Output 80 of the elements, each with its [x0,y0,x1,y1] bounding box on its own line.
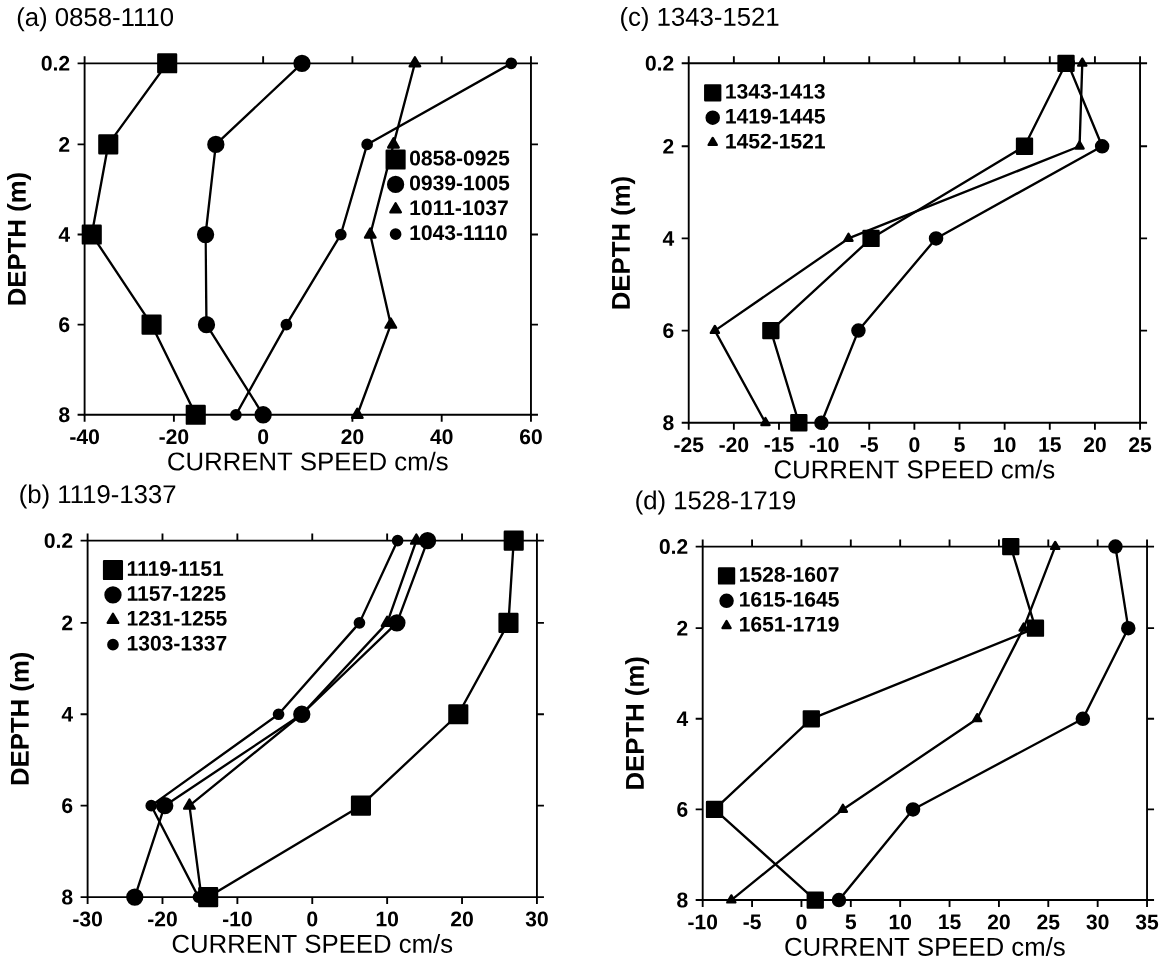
y-tick-label: 2 [677,620,688,636]
x-tick-label: -25 [674,437,704,453]
legend-label: 1343-1413 [726,83,825,99]
legend-label: 1615-1645 [740,591,839,607]
x-tick-label: -20 [159,429,189,445]
y-tick-label: 8 [663,415,674,431]
y-axis-title: DEPTH (m) [611,177,636,309]
x-axis-title: CURRENT SPEED cm/s [168,451,448,471]
y-tick-label: 2 [62,615,73,631]
x-tick-label: 10 [994,437,1016,453]
y-tick-label: 6 [677,801,688,817]
x-tick-label: 0 [307,911,318,927]
chart-title: (d) 1528-1719 [636,490,796,515]
y-tick-label: 0.2 [41,55,70,71]
legend-label: 1452-1521 [726,133,825,149]
x-tick-label: 0 [909,437,920,453]
x-tick-label: -40 [70,429,99,445]
y-tick-label: 6 [663,323,674,339]
x-tick-label: 30 [1086,914,1109,930]
x-tick-label: -20 [148,911,177,927]
x-tick-label: 60 [520,429,542,445]
x-tick-label: 15 [939,914,961,930]
legend-label: 0858-0925 [410,150,510,166]
x-tick-label: 20 [341,429,364,445]
legend-label: 1011-1037 [410,200,508,216]
y-tick-label: 6 [59,317,70,333]
x-axis-title: CURRENT SPEED cm/s [785,937,1065,956]
y-tick-label: 0.2 [659,539,688,555]
y-tick-label: 8 [62,889,73,905]
x-tick-label: -5 [860,437,879,452]
x-tick-label: -15 [764,437,794,452]
y-tick-label: 0.2 [44,533,73,549]
x-tick-label: 5 [845,914,857,930]
x-tick-label: 25 [1129,437,1152,453]
y-tick-label: 6 [62,798,73,814]
x-tick-label: 0 [258,429,269,445]
x-tick-label: 40 [430,429,453,445]
x-axis-title: CURRENT SPEED cm/s [172,934,453,953]
x-axis-title: CURRENT SPEED cm/s [774,459,1055,479]
y-tick-label: 2 [59,137,70,152]
x-tick-label: 25 [1037,914,1060,930]
x-tick-label: -10 [688,914,718,930]
y-axis-title: DEPTH (m) [625,657,650,789]
legend-label: 1651-1719 [740,616,839,632]
y-axis-title: DEPTH (m) [10,652,34,785]
x-tick-label: 20 [451,911,473,927]
x-tick-label: -10 [809,437,839,453]
x-tick-label: -5 [743,914,761,930]
y-tick-label: 0.2 [645,55,674,71]
x-tick-label: 20 [987,914,1010,930]
y-tick-label: 4 [676,711,689,727]
chart-title: (c) 1343-1521 [621,7,779,32]
chart-title: (b) 1119-1337 [20,484,176,509]
legend-label: 0939-1005 [410,175,510,191]
legend-label: 1231-1255 [127,610,227,626]
legend-label: 1043-1110 [410,225,507,241]
y-tick-label: 8 [677,892,688,908]
x-tick-label: 10 [889,914,912,930]
x-tick-label: 30 [525,911,548,927]
x-tick-label: 35 [1135,914,1159,930]
x-tick-label: 10 [376,911,399,927]
y-tick-label: 4 [61,707,73,722]
legend-label: 1419-1445 [726,108,825,124]
y-tick-label: 2 [663,138,674,154]
x-tick-label: 5 [954,437,965,452]
legend-label: 1303-1337 [127,635,227,651]
x-tick-label: 15 [1039,437,1061,452]
y-axis-title: DEPTH (m) [7,173,31,305]
legend-label: 1528-1607 [740,567,839,582]
y-tick-label: 8 [59,407,70,423]
chart-title: (a) 0858-1110 [17,7,174,32]
legend-label: 1157-1225 [127,586,226,601]
y-tick-label: 4 [58,227,70,242]
x-tick-label: -20 [719,437,749,453]
legend-label: 1119-1151 [127,561,224,577]
x-tick-label: 20 [1083,437,1106,453]
y-tick-label: 4 [662,231,675,246]
x-tick-label: -10 [222,911,252,927]
x-tick-label: 0 [796,914,807,930]
x-tick-label: -30 [73,911,102,927]
